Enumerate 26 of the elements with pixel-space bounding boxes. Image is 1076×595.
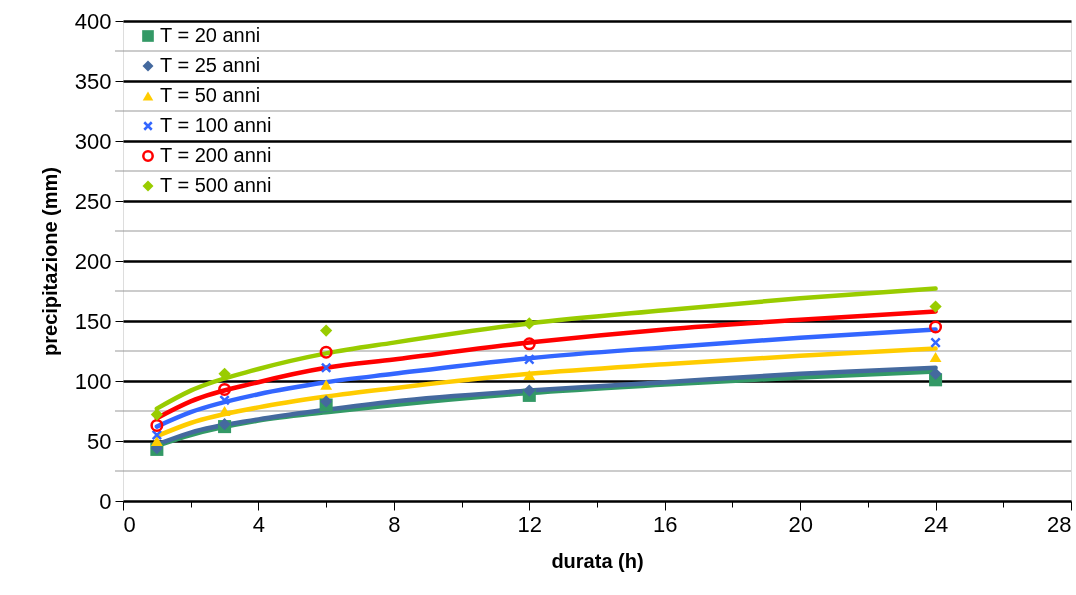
- y-tick-label: 300: [74, 128, 112, 154]
- y-tick-label: 400: [74, 8, 112, 34]
- y-tick-label: 350: [74, 68, 112, 94]
- y-tick-label: 0: [99, 488, 112, 514]
- x-tick-label: 28: [1047, 511, 1072, 537]
- x-tick-label: 0: [123, 511, 136, 537]
- x-tick-label: 8: [388, 511, 401, 537]
- y-axis-title: precipitazione (mm): [38, 167, 61, 356]
- x-tick-label: 12: [517, 511, 543, 537]
- y-tick-label: 250: [74, 188, 112, 214]
- x-tick-label: 4: [252, 511, 266, 537]
- legend-label: T = 50 anni: [160, 84, 261, 106]
- legend-label: T = 20 anni: [160, 24, 261, 46]
- y-tick-label: 50: [87, 428, 112, 454]
- legend-label: T = 25 anni: [160, 54, 261, 76]
- x-axis-title: durata (h): [551, 549, 644, 572]
- legend-label: T = 200 anni: [160, 144, 272, 166]
- x-tick-label: 16: [652, 511, 678, 537]
- legend-label: T = 500 anni: [160, 174, 272, 196]
- y-tick-label: 200: [74, 248, 112, 274]
- x-tick-label: 24: [923, 511, 949, 537]
- y-tick-label: 100: [74, 368, 112, 394]
- x-tick-label: 20: [788, 511, 813, 537]
- line-series: [154, 327, 938, 429]
- legend-label: T = 100 anni: [160, 114, 272, 136]
- y-tick-label: 150: [74, 308, 112, 334]
